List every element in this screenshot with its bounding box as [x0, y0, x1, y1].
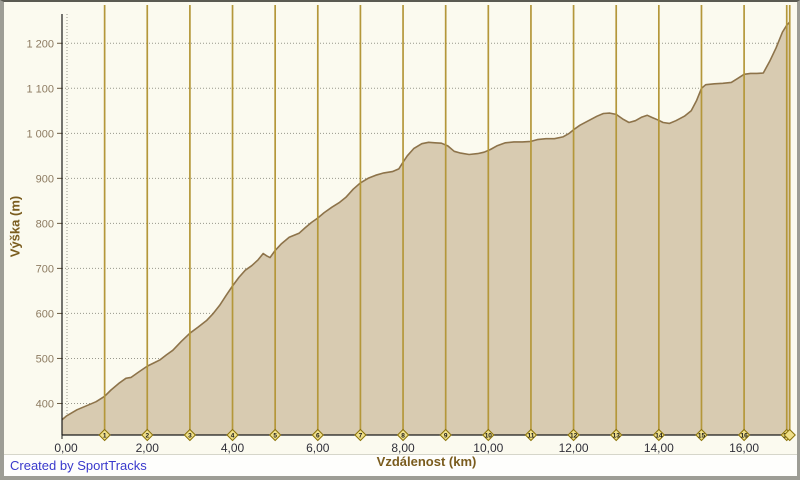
km-marker-label: 2	[145, 432, 149, 439]
y-tick-label: 600	[36, 308, 54, 320]
x-tick-label: 2,00	[136, 441, 160, 455]
km-marker-diamond	[610, 428, 623, 442]
km-marker-label: 5	[273, 432, 277, 439]
x-tick-label: 0,00	[54, 441, 78, 455]
km-marker-diamond	[439, 428, 452, 442]
y-tick-label: 800	[36, 218, 54, 230]
credit-bar: Created by SportTracks	[4, 454, 797, 476]
x-tick-label: 8,00	[391, 441, 415, 455]
x-axis-title: Vzdálenost (km)	[376, 454, 477, 469]
km-marker-label: 1	[103, 432, 107, 439]
km-marker-diamond	[354, 428, 367, 442]
y-tick-label: 900	[36, 173, 54, 185]
km-marker-label: 9	[444, 432, 448, 439]
km-marker-diamond	[737, 428, 751, 442]
km-marker-label: 12	[570, 432, 578, 439]
km-marker-label: 16	[740, 432, 748, 439]
x-tick-label: 12,00	[559, 441, 589, 455]
km-marker-label: 11	[528, 432, 535, 439]
km-marker-diamond	[98, 428, 111, 442]
x-tick-label: 6,00	[306, 441, 330, 455]
elevation-line	[61, 21, 791, 421]
x-tick-label: 4,00	[221, 441, 245, 455]
km-marker-label: 14	[655, 432, 663, 439]
km-marker-label: 10	[485, 432, 493, 439]
km-marker-label: 7	[359, 432, 363, 439]
x-tick-label: 10,00	[473, 441, 503, 455]
km-marker-diamond	[311, 428, 324, 442]
km-marker-diamond	[396, 428, 410, 442]
x-tick-label: 16,00	[729, 441, 759, 455]
y-tick-label: 1 000	[26, 128, 54, 140]
km-marker-diamond	[482, 428, 495, 442]
km-marker-diamond	[268, 428, 282, 442]
km-marker-label: 8	[401, 432, 405, 439]
y-tick-label: 400	[36, 398, 54, 410]
km-marker-diamond	[524, 428, 538, 442]
km-marker-diamond	[183, 428, 197, 442]
km-marker-diamond	[567, 428, 580, 442]
y-tick-label: 1 100	[26, 83, 54, 95]
km-marker-label: 13	[613, 432, 621, 439]
km-marker-diamond	[783, 428, 796, 442]
km-marker-label: 4	[231, 432, 235, 439]
km-marker-label: 6	[316, 432, 320, 439]
y-tick-label: 700	[36, 263, 54, 275]
km-marker-diamond	[141, 428, 154, 442]
km-marker-diamond	[652, 428, 666, 442]
y-axis-title: Výška (m)	[7, 195, 23, 258]
x-tick-label: 14,00	[644, 441, 674, 455]
elevation-area	[62, 22, 790, 435]
km-marker-diamond	[695, 428, 708, 442]
y-tick-label: 500	[36, 353, 54, 365]
km-marker-diamond	[226, 428, 239, 442]
km-marker-label: 3	[188, 432, 192, 439]
km-marker-label: 15	[698, 432, 706, 439]
sporttracks-credit-link[interactable]: Created by SportTracks	[10, 458, 147, 473]
y-tick-label: 1 200	[26, 38, 54, 50]
